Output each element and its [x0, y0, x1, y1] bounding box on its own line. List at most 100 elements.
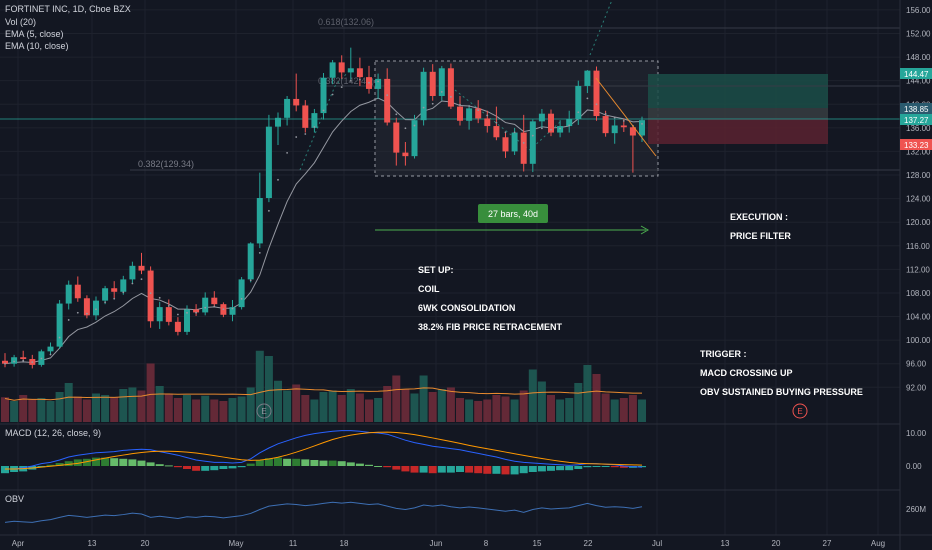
stop-zone[interactable]	[648, 119, 828, 144]
trendline[interactable]	[595, 77, 657, 157]
macd-histogram-bar	[583, 466, 592, 468]
macd-histogram-bar	[183, 466, 191, 469]
volume-bars	[1, 350, 646, 422]
price-tick-label: 144.00	[906, 77, 931, 86]
macd-line	[5, 430, 643, 470]
indicator-vol[interactable]: Vol (20)	[5, 17, 36, 27]
ema5-dot	[622, 120, 625, 122]
candle-body	[238, 279, 245, 308]
volume-bar	[137, 390, 146, 422]
volume-bar	[319, 392, 328, 422]
ema5-dot	[404, 127, 407, 130]
ema5-dot	[95, 308, 97, 311]
ema5-dot	[604, 112, 607, 115]
macd-histogram-bar	[164, 465, 173, 467]
consolidation-box[interactable]	[374, 60, 659, 177]
candle-body	[447, 68, 454, 107]
candle-body	[384, 78, 391, 123]
price-tick-label: 92.00	[906, 383, 927, 392]
moving-averages	[4, 97, 643, 401]
macd-histogram-bar	[510, 466, 519, 475]
ema5-dot	[431, 102, 434, 105]
candle-body	[265, 126, 272, 199]
candle-body	[529, 121, 536, 164]
ema5-dot	[468, 105, 470, 107]
ema5-dot	[450, 95, 452, 98]
volume-bar	[28, 399, 37, 422]
time-tick-label: 20	[141, 539, 150, 548]
macd-histogram-bar	[73, 459, 82, 466]
setup-item-fib: 38.2% FIB PRICE RETRACEMENT	[418, 322, 563, 332]
macd-histogram-bar	[310, 460, 319, 466]
volume-bar	[601, 393, 610, 422]
volume-bar	[346, 389, 355, 422]
volume-bar	[301, 395, 310, 422]
volume-bar	[519, 390, 528, 422]
indicator-ema10[interactable]: EMA (10, close)	[5, 41, 69, 51]
ema5-dot	[76, 311, 79, 314]
macd-histogram-bar	[519, 466, 528, 474]
fib-label-lower: 0.382(129.34)	[138, 159, 194, 169]
macd-histogram-bar	[547, 466, 555, 471]
macd-histogram-bar	[592, 466, 601, 467]
macd-histogram-bar	[474, 466, 483, 474]
time-tick-label: May	[228, 539, 243, 548]
ema5-dot	[213, 305, 216, 308]
ema5-dot	[104, 301, 106, 304]
macd-histogram-bar	[92, 457, 100, 466]
price-tick-label: 152.00	[906, 29, 931, 38]
candle-body	[639, 120, 645, 136]
macd-pane-label[interactable]: MACD (12, 26, close, 9)	[5, 428, 101, 438]
price-tick-label: 136.00	[906, 124, 931, 133]
ema5-dot	[167, 304, 170, 307]
candle-body	[411, 120, 418, 157]
indicator-ema5[interactable]: EMA (5, close)	[5, 29, 64, 39]
candle-body	[311, 113, 318, 128]
setup-title: SET UP:	[418, 265, 454, 275]
volume-bar	[292, 384, 301, 422]
volume-bar	[483, 399, 492, 422]
macd-histogram-bar	[374, 466, 383, 467]
macd-histogram-bar	[501, 466, 510, 475]
volume-bar	[583, 365, 592, 422]
obv-line	[4, 501, 643, 523]
candle-body	[493, 126, 500, 138]
candle-body	[347, 68, 354, 73]
candle-body	[74, 284, 81, 299]
earnings-marker-aug[interactable]	[792, 403, 808, 419]
ema5-dot	[131, 282, 134, 285]
macd-histogram-bar	[64, 461, 73, 466]
macd-histogram-bar	[246, 463, 255, 466]
time-axis[interactable]: Apr 13 20 May 11 18 Jun 8 15 22 Jul 13 20 27 Aug	[12, 539, 885, 548]
candle-body	[293, 98, 300, 106]
ema5-dot	[295, 136, 298, 138]
candle-body	[247, 243, 254, 280]
time-tick-label: 20	[772, 539, 781, 548]
price-tick-label: 96.00	[906, 360, 927, 369]
macd-histogram-bar	[128, 459, 137, 466]
candle-body	[65, 284, 72, 304]
candlesticks	[2, 47, 645, 369]
macd-histogram-bar	[537, 466, 546, 472]
volume-bar	[128, 387, 137, 422]
ema5-dot	[359, 78, 361, 81]
ema5-dot	[377, 80, 379, 83]
candle-body	[93, 300, 99, 316]
ema5-dot	[586, 97, 589, 100]
ema5-dot	[559, 127, 561, 130]
trigger-title: TRIGGER :	[700, 349, 747, 359]
macd-histogram-bar	[401, 466, 410, 472]
macd-histogram-bar	[292, 458, 301, 466]
volume-bar	[1, 397, 9, 422]
macd-histogram-bar	[237, 466, 246, 468]
macd-histogram-bar	[192, 466, 201, 471]
obv-pane-label[interactable]: OBV	[5, 494, 24, 504]
range-badge-label: 27 bars, 40d	[488, 209, 538, 219]
earnings-marker-may[interactable]	[256, 403, 272, 419]
volume-bar	[46, 401, 55, 422]
volume-bar	[64, 383, 73, 422]
candle-body	[302, 105, 309, 128]
macd-histogram-bar	[101, 457, 110, 466]
macd-pane	[1, 430, 646, 475]
